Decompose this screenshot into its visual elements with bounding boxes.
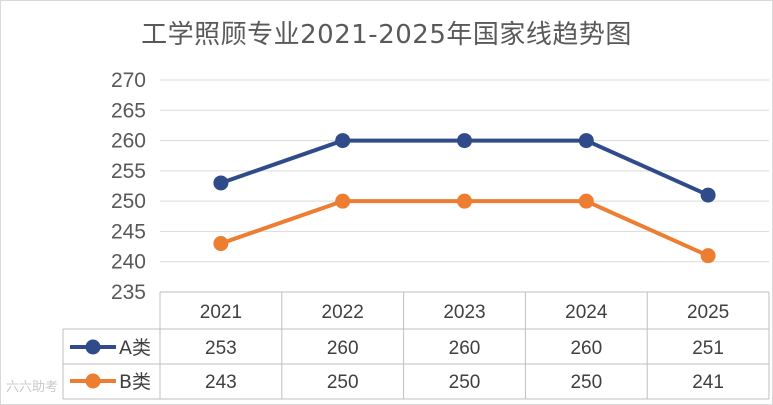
data-point — [213, 236, 229, 252]
chart-title: 工学照顾专业2021-2025年国家线趋势图 — [141, 20, 632, 50]
data-point — [457, 133, 472, 149]
y-tick-label: 260 — [111, 130, 146, 153]
series-line-b — [218, 199, 711, 258]
y-tick-label: 270 — [111, 69, 146, 92]
data-point — [578, 133, 594, 149]
data-point — [700, 248, 716, 264]
data-point — [578, 193, 594, 209]
table-cell-value: 260 — [570, 338, 602, 359]
table-cell-value: 250 — [327, 372, 359, 393]
table-cell-value: 253 — [205, 338, 237, 359]
watermark: 六六助考 — [6, 380, 59, 395]
table-cell-value: 260 — [449, 338, 481, 359]
y-tick-label: 255 — [111, 160, 146, 183]
y-tick-label: 265 — [111, 99, 146, 122]
category-label: 2023 — [443, 302, 485, 323]
data-point — [213, 175, 229, 191]
data-point — [457, 193, 472, 209]
legend-marker — [85, 339, 101, 355]
table-cell-value: 250 — [570, 372, 602, 393]
y-tick-label: 250 — [111, 190, 146, 213]
table-cell-value: 250 — [449, 372, 481, 393]
y-tick-label: 245 — [111, 220, 146, 243]
legend-label: B类 — [119, 371, 151, 393]
y-tick-label: 235 — [111, 281, 146, 304]
series-line-a — [218, 138, 711, 198]
category-label: 2025 — [687, 302, 729, 323]
category-label: 2022 — [322, 302, 364, 323]
data-point — [700, 187, 716, 203]
data-point — [335, 133, 351, 149]
table-cell-value: 251 — [692, 338, 724, 359]
y-tick-label: 240 — [111, 251, 146, 274]
category-label: 2024 — [565, 302, 608, 323]
legend-marker — [85, 373, 101, 389]
table-cell-value: 241 — [692, 372, 724, 393]
category-label: 2021 — [200, 302, 242, 323]
table-cell-value: 243 — [205, 372, 237, 393]
data-point — [335, 193, 351, 209]
legend-label: A类 — [119, 337, 151, 359]
table-cell-value: 260 — [327, 338, 359, 359]
